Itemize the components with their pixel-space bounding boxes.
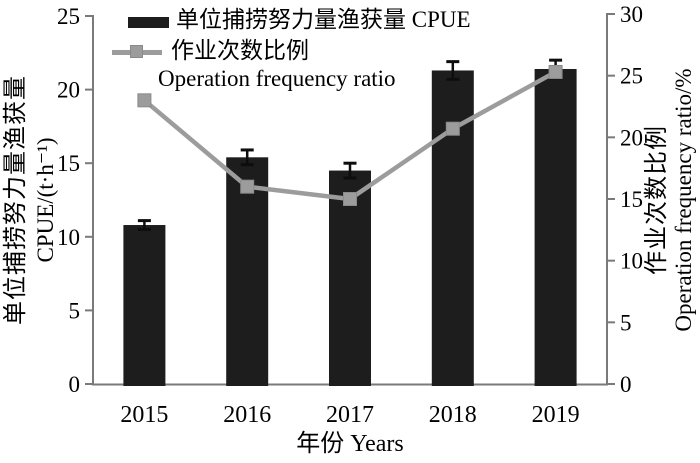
- bar: [431, 70, 474, 387]
- x-axis-title: 年份 Years: [296, 431, 404, 457]
- ratio-marker: [240, 179, 255, 194]
- left-axis-title-zh: 单位捕捞努力量渔获量: [3, 75, 29, 325]
- left-tick-label: 5: [69, 298, 81, 323]
- bar: [123, 225, 166, 386]
- right-tick-label: 0: [620, 372, 632, 397]
- bar: [226, 157, 269, 386]
- x-tick-label: 2019: [532, 402, 580, 428]
- right-tick-label: 10: [620, 249, 643, 274]
- bar: [329, 170, 371, 386]
- legend-ratio-label-zh: 作业次数比例: [171, 38, 309, 63]
- left-axis-title-unit: CPUE/(t·h⁻¹): [33, 137, 58, 263]
- right-tick-label: 15: [620, 187, 643, 212]
- left-tick-label: 0: [69, 372, 81, 397]
- right-tick-label: 25: [620, 64, 643, 89]
- ratio-marker: [445, 121, 460, 136]
- right-axis-title-zh: 作业次数比例: [644, 125, 670, 275]
- legend-ratio-marker-swatch: [130, 45, 143, 58]
- x-tick-label: 2016: [223, 402, 271, 428]
- left-tick-label: 20: [57, 78, 80, 103]
- right-tick-label: 5: [620, 310, 632, 335]
- right-tick-label: 20: [620, 125, 643, 150]
- left-tick-label: 15: [57, 151, 80, 176]
- ratio-marker: [137, 93, 152, 108]
- x-tick-label: 2018: [429, 402, 477, 428]
- bar: [534, 68, 577, 386]
- ratio-marker: [343, 192, 357, 206]
- legend-cpue-swatch: [128, 17, 169, 28]
- x-tick-label: 2017: [326, 402, 374, 428]
- legend-ratio-label-en: Operation frequency ratio: [158, 66, 396, 91]
- ratio-marker: [548, 64, 563, 79]
- legend-cpue-label: 单位捕捞努力量渔获量 CPUE: [176, 7, 471, 32]
- right-tick-label: 30: [620, 2, 643, 27]
- right-axis-title-en: Operation frequency ratio/%: [671, 68, 696, 332]
- left-tick-label: 25: [57, 4, 80, 29]
- left-tick-label: 10: [57, 225, 80, 250]
- x-tick-label: 2015: [120, 402, 168, 428]
